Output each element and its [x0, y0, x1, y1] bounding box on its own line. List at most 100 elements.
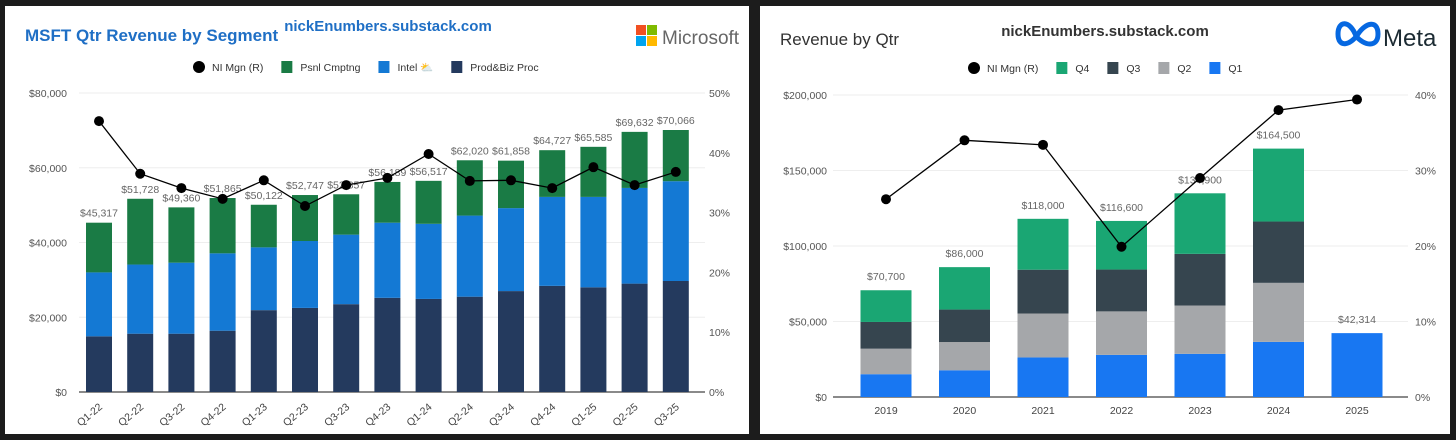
- x-tick-label: Q3-23: [322, 401, 352, 429]
- bar-segment-intel: [498, 208, 524, 292]
- bar-segment-psnl: [456, 160, 483, 216]
- bar-segment-intel: [374, 222, 401, 298]
- meta-chart-panel: Revenue by Qtr nickEnumbers.substack.com M…: [760, 6, 1450, 434]
- bar-segment-q1: [1253, 341, 1304, 397]
- bar-segment-q3: [860, 321, 912, 349]
- total-label: $61,858: [492, 146, 530, 158]
- x-tick-label: Q2-24: [446, 401, 476, 429]
- ni-margin-point: [464, 175, 475, 186]
- bar-segment-psnl: [374, 181, 401, 223]
- x-tick-label: Q3-24: [487, 401, 517, 429]
- ni-margin-point: [300, 201, 310, 212]
- x-tick-label: 2021: [1031, 405, 1055, 417]
- bar-segment-prodbiz: [292, 307, 318, 392]
- ni-margin-point: [1352, 94, 1362, 105]
- chart-title: Revenue by Qtr: [780, 30, 899, 49]
- legend-swatch: [1107, 62, 1119, 74]
- total-label: $64,727: [533, 135, 571, 147]
- chart-title: MSFT Qtr Revenue by Segment: [25, 26, 278, 45]
- ni-margin-point: [94, 116, 104, 127]
- y-tick-label: $60,000: [29, 163, 67, 175]
- bar-segment-q4: [1253, 148, 1304, 222]
- x-tick-label: Q2-23: [281, 401, 311, 429]
- y2-tick-label: 50%: [709, 88, 730, 100]
- y2-tick-label: 40%: [709, 148, 730, 160]
- bar-segment-q4: [939, 267, 990, 310]
- ni-margin-point: [423, 148, 434, 159]
- bar-segment-prodbiz: [621, 283, 648, 392]
- microsoft-logo-icon: [647, 25, 657, 35]
- legend-label: Intel ⛅: [397, 62, 433, 74]
- ni-margin-point: [547, 183, 558, 194]
- meta-chart: Revenue by Qtr nickEnumbers.substack.com M…: [780, 21, 1437, 417]
- bar-segment-q3: [1017, 269, 1069, 314]
- bar-segment-q1: [1174, 353, 1226, 397]
- legend-swatch: [451, 61, 463, 73]
- bar-segment-intel: [662, 181, 689, 281]
- logo-text: Microsoft: [662, 28, 740, 49]
- bar-segment-q1: [1096, 354, 1147, 397]
- total-label: $45,317: [80, 208, 118, 220]
- y2-tick-label: 20%: [709, 267, 730, 279]
- legend-swatch: [1056, 62, 1068, 74]
- legend-label: Q2: [1177, 63, 1191, 75]
- legend-label: Q4: [1075, 63, 1089, 75]
- bar-segment-intel: [415, 223, 442, 299]
- bar-segment-intel: [621, 187, 648, 284]
- bar-segment-q2: [1253, 282, 1304, 342]
- ni-margin-point: [1038, 139, 1048, 150]
- x-tick-label: 2024: [1267, 405, 1291, 417]
- ni-margin-point: [382, 172, 393, 183]
- x-tick-label: Q2-25: [610, 401, 640, 429]
- ni-margin-point: [881, 194, 891, 205]
- msft-chart-panel: MSFT Qtr Revenue by Segment nickEnumbers.…: [5, 6, 749, 434]
- bar-segment-intel: [209, 253, 236, 331]
- ni-margin-point: [176, 183, 187, 194]
- y-tick-label: $50,000: [789, 317, 827, 329]
- x-tick-label: 2020: [953, 405, 977, 417]
- total-label: $164,500: [1257, 130, 1301, 142]
- bar-segment-q2: [860, 348, 912, 375]
- y2-tick-label: 30%: [709, 208, 730, 220]
- legend-swatch: [281, 61, 293, 73]
- total-label: $50,122: [245, 190, 283, 202]
- ni-margin-point: [1195, 173, 1205, 184]
- x-tick-label: Q4-23: [363, 401, 393, 429]
- ni-margin-point: [629, 180, 640, 191]
- total-label: $65,585: [574, 132, 612, 144]
- ni-margin-point: [506, 175, 516, 186]
- ni-margin-point: [135, 168, 146, 179]
- bar-segment-q3: [1253, 221, 1304, 283]
- y-tick-label: $0: [55, 387, 67, 399]
- bar-segment-q2: [1096, 311, 1147, 355]
- bar-segment-q2: [939, 342, 990, 371]
- total-label: $52,747: [286, 180, 324, 192]
- bar-segment-psnl: [621, 131, 648, 188]
- meta-logo-icon: [1335, 21, 1381, 47]
- bar-segment-prodbiz: [250, 310, 277, 392]
- legend-marker: [193, 61, 205, 73]
- bar-segment-prodbiz: [127, 333, 154, 392]
- total-label: $86,000: [946, 248, 984, 260]
- total-label: $51,728: [121, 184, 159, 196]
- x-tick-label: Q1-25: [569, 401, 599, 429]
- ni-margin-point: [588, 162, 599, 173]
- total-label: $49,360: [162, 192, 200, 204]
- ni-margin-point: [1116, 241, 1127, 252]
- bar-segment-prodbiz: [415, 298, 442, 392]
- bar-segment-q4: [1174, 193, 1226, 254]
- bar-segment-q1: [1331, 333, 1383, 397]
- y-tick-label: $80,000: [29, 88, 67, 100]
- bar-segment-intel: [539, 196, 566, 286]
- x-tick-label: Q1-24: [404, 401, 434, 429]
- bar-segment-psnl: [86, 222, 112, 273]
- bar-segment-q3: [939, 309, 990, 343]
- legend-marker: [968, 62, 980, 74]
- bar-segment-intel: [86, 272, 112, 337]
- bar-segment-intel: [456, 215, 483, 297]
- x-tick-label: Q3-25: [652, 401, 682, 429]
- y2-tick-label: 10%: [1415, 317, 1436, 329]
- y-tick-label: $20,000: [29, 312, 67, 324]
- ni-margin-point: [341, 180, 352, 191]
- total-label: $56,517: [410, 166, 448, 178]
